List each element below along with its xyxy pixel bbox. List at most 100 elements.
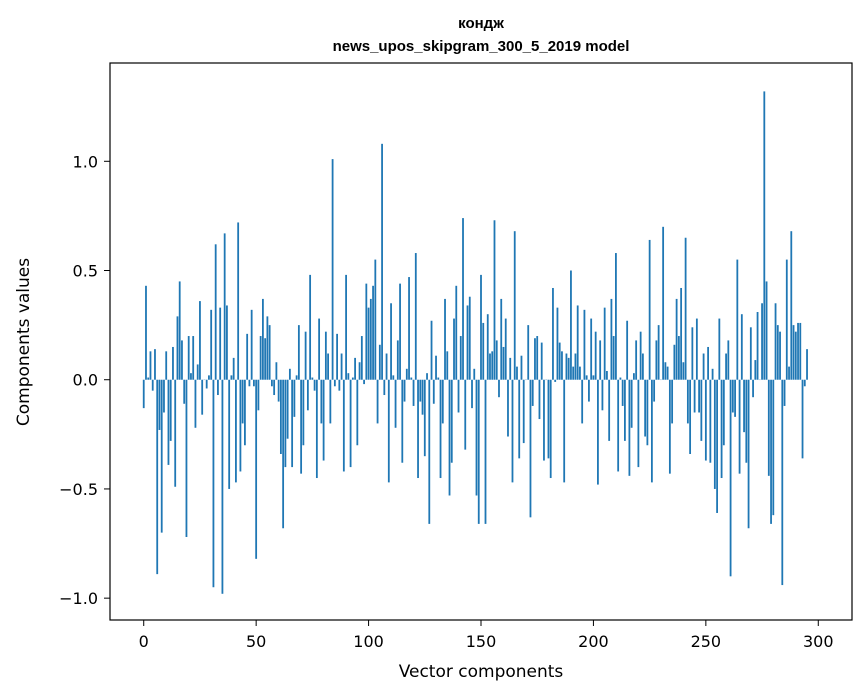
bar-4	[151, 379, 154, 391]
bar-31	[212, 379, 215, 588]
bar-162	[507, 379, 509, 437]
x-tick-label: 150	[466, 632, 497, 651]
bar-223	[644, 379, 647, 437]
bar-112	[394, 379, 397, 428]
bar-23	[194, 379, 197, 428]
bar-159	[500, 298, 503, 380]
bar-131	[437, 377, 440, 380]
bar-79	[320, 379, 323, 424]
bar-184	[556, 307, 559, 380]
bar-208	[610, 298, 613, 380]
bar-236	[673, 344, 676, 380]
bar-29	[208, 375, 210, 380]
bar-82	[327, 353, 329, 380]
bar-123	[419, 379, 422, 402]
bar-104	[376, 379, 379, 424]
x-tick-label: 50	[246, 632, 266, 651]
bar-283	[779, 331, 781, 380]
bar-177	[540, 342, 543, 380]
bar-98	[363, 379, 365, 385]
bar-0	[142, 379, 145, 409]
bar-141	[459, 336, 462, 380]
bar-270	[749, 327, 752, 380]
bar-137	[450, 379, 453, 463]
bar-172	[529, 379, 532, 518]
bar-133	[441, 379, 444, 424]
bar-136	[448, 379, 451, 496]
x-ticks: 0 50 100 150 200 250 300	[139, 620, 834, 651]
bar-199	[590, 318, 593, 380]
bar-103	[374, 259, 377, 380]
bar-253	[711, 368, 714, 380]
bar-127	[428, 379, 431, 524]
x-tick-label: 300	[803, 632, 834, 651]
bar-264	[736, 259, 739, 380]
bar-268	[745, 379, 748, 463]
bar-212	[619, 377, 622, 380]
x-axis-label: Vector components	[399, 662, 564, 682]
bar-218	[633, 373, 635, 380]
y-axis-label: Components values	[14, 258, 34, 426]
bar-251	[707, 346, 709, 380]
bar-21	[190, 373, 192, 380]
bar-254	[713, 379, 716, 489]
bar-244	[691, 327, 694, 380]
bar-38	[228, 379, 231, 489]
bar-44	[241, 379, 244, 424]
bar-58	[273, 379, 276, 396]
bar-277	[765, 281, 768, 380]
bar-207	[608, 379, 611, 441]
bar-278	[767, 379, 770, 476]
bar-132	[439, 379, 442, 479]
bar-5	[154, 349, 156, 380]
bar-143	[464, 379, 467, 450]
bar-10	[165, 351, 168, 380]
bar-202	[597, 379, 599, 485]
bar-32	[214, 244, 217, 380]
bar-181	[549, 379, 552, 479]
bar-235	[671, 379, 674, 424]
bar-129	[432, 379, 435, 404]
bar-275	[761, 303, 763, 380]
bar-190	[570, 270, 572, 380]
bar-35	[221, 379, 224, 594]
bar-180	[547, 379, 550, 459]
bar-239	[680, 287, 683, 380]
bar-89	[342, 379, 345, 472]
bar-252	[709, 379, 712, 463]
bar-188	[565, 353, 568, 380]
bar-18	[183, 379, 186, 404]
bar-99	[365, 283, 368, 380]
bar-200	[592, 375, 595, 380]
bar-94	[354, 357, 356, 380]
y-tick-label: 0.0	[73, 371, 98, 390]
bar-22	[192, 336, 195, 380]
bar-158	[498, 379, 500, 398]
bar-152	[484, 379, 487, 524]
bar-269	[747, 379, 750, 529]
bar-241	[684, 237, 687, 380]
bar-118	[408, 277, 410, 380]
bar-8	[160, 379, 163, 533]
bar-259	[725, 353, 727, 380]
bar-55	[266, 316, 269, 380]
bar-219	[635, 340, 638, 380]
y-ticks: −1.0 −0.5 0.0 0.5 1.0	[59, 152, 110, 608]
bar-195	[581, 379, 584, 424]
bar-81	[324, 331, 327, 380]
bar-291	[797, 322, 799, 380]
bar-148	[475, 379, 478, 496]
bar-193	[576, 305, 579, 380]
bar-145	[468, 296, 471, 380]
bar-87	[338, 379, 341, 391]
bar-12	[169, 379, 172, 441]
bar-176	[538, 379, 541, 420]
bar-260	[727, 340, 730, 380]
bar-41	[235, 379, 237, 483]
bar-262	[731, 379, 734, 413]
bar-61	[279, 379, 282, 454]
bar-20	[187, 336, 190, 380]
bar-165	[513, 231, 516, 380]
bar-157	[495, 340, 498, 380]
